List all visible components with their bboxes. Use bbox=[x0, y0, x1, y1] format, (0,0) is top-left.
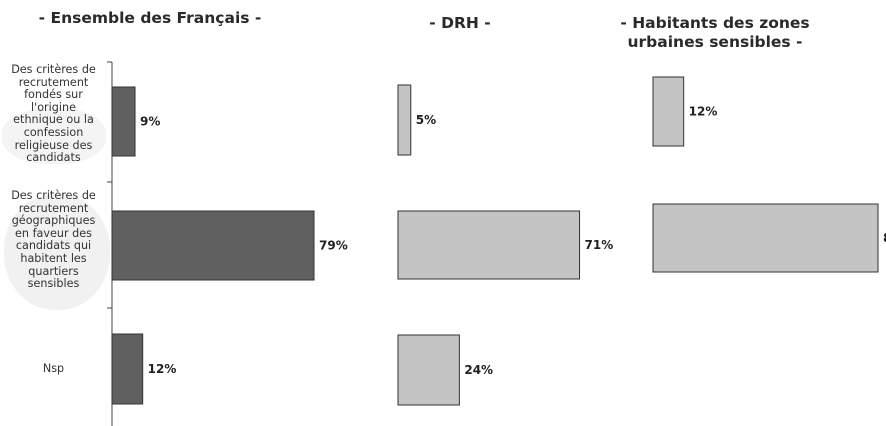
data-label: 9% bbox=[140, 115, 160, 129]
category-label-origine: Des critères de recrutement fondés sur l… bbox=[11, 63, 96, 165]
data-label: 79% bbox=[319, 239, 348, 253]
bar bbox=[397, 210, 581, 280]
data-label: 71% bbox=[585, 238, 614, 252]
panel-title-drh: - DRH - bbox=[429, 14, 491, 32]
panel-title-habitants: - Habitants des zones urbaines sensibles… bbox=[620, 14, 810, 51]
bar bbox=[111, 333, 144, 405]
bar bbox=[111, 210, 315, 281]
bar bbox=[111, 86, 136, 157]
label-highlight-shape bbox=[4, 194, 110, 310]
data-label: 12% bbox=[689, 105, 718, 119]
data-label: 5% bbox=[416, 113, 436, 127]
panel-title-ensemble: - Ensemble des Français - bbox=[38, 9, 262, 27]
category-label-geographiques: Des critères de recrutement géographique… bbox=[11, 189, 96, 291]
label-highlight-shape bbox=[2, 108, 106, 164]
bar bbox=[397, 84, 412, 156]
bar bbox=[652, 76, 685, 147]
data-label: 12% bbox=[148, 362, 177, 376]
bar bbox=[397, 334, 460, 406]
data-label: 24% bbox=[464, 363, 493, 377]
data-label: 88% bbox=[883, 231, 886, 245]
category-label-nsp: Nsp bbox=[42, 362, 65, 375]
bar bbox=[652, 203, 879, 273]
